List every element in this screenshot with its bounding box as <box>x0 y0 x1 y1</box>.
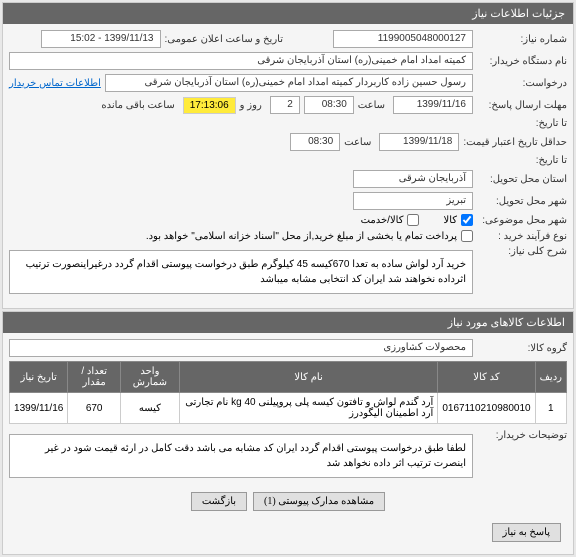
requester-label: درخواست: <box>477 78 567 89</box>
min-validity-time: 08:30 <box>290 133 340 151</box>
partial-payment-label: پرداخت تمام یا بخشی از مبلغ خرید,از محل … <box>146 231 457 242</box>
need-number-label: شماره نیاز: <box>477 34 567 45</box>
th-name: نام کالا <box>179 362 438 393</box>
remaining-time: 17:13:06 <box>183 97 236 114</box>
service-checkbox[interactable] <box>407 214 419 226</box>
cell-date: 1399/11/16 <box>10 393 68 424</box>
cell-idx: 1 <box>535 393 566 424</box>
min-validity-label: حداقل تاریخ اعتبار قیمت: <box>463 137 567 148</box>
time-label-2: ساعت <box>344 137 371 148</box>
main-panel-header: جزئیات اطلاعات نیاز <box>3 3 573 24</box>
delivery-province-value: آذربایجان شرقی <box>353 170 473 188</box>
th-date: تاریخ نیاز <box>10 362 68 393</box>
item-type-label: شهر محل موضوعی: <box>477 215 567 226</box>
public-datetime-label: تاریخ و ساعت اعلان عمومی: <box>165 34 284 45</box>
days-value: 2 <box>270 96 300 114</box>
buyer-name-label: نام دستگاه خریدار: <box>477 56 567 67</box>
contact-link[interactable]: اطلاعات تماس خریدار <box>9 78 101 89</box>
buyer-name-value: کمیته امداد امام خمینی(ره) استان آذربایج… <box>9 52 473 70</box>
process-type-label: نوع فرآیند خرید : <box>477 231 567 242</box>
back-button[interactable]: بازگشت <box>191 492 247 511</box>
time-label-1: ساعت <box>358 100 385 111</box>
cell-code: 0167110210980010 <box>438 393 535 424</box>
delivery-province-label: استان محل تحویل: <box>477 174 567 185</box>
cell-qty: 670 <box>68 393 121 424</box>
delivery-city-label: شهر محل تحویل: <box>477 196 567 207</box>
buyer-notes-label: توضیحات خریدار: <box>477 430 567 441</box>
group-label: گروه کالا: <box>477 343 567 354</box>
summary-label: شرح کلی نیاز: <box>477 246 567 257</box>
need-number-value: 1199005048000127 <box>333 30 473 48</box>
view-attachments-button[interactable]: مشاهده مدارک پیوستی (1) <box>253 492 385 511</box>
remaining-label: ساعت باقی مانده <box>101 100 174 111</box>
th-row: ردیف <box>535 362 566 393</box>
deadline-label: مهلت ارسال پاسخ: <box>477 100 567 111</box>
th-code: کد کالا <box>438 362 535 393</box>
requester-value: رسول حسین زاده کاربردار کمیته امداد امام… <box>105 74 473 92</box>
goods-table: ردیف کد کالا نام کالا واحد شمارش تعداد /… <box>9 361 567 424</box>
table-row: 1 0167110210980010 آرد گندم لواش و تافتو… <box>10 393 567 424</box>
public-datetime-value: 1399/11/13 - 15:02 <box>41 30 161 48</box>
service-label: کالا/خدمت <box>361 215 404 226</box>
min-validity-date: 1399/11/18 <box>379 133 459 151</box>
deadline-date: 1399/11/16 <box>393 96 473 114</box>
goods-checkbox[interactable] <box>461 214 473 226</box>
th-unit: واحد شمارش <box>120 362 179 393</box>
cell-unit: کیسه <box>120 393 179 424</box>
days-label: روز و <box>240 100 262 111</box>
buyer-notes-text: لطفا طبق درخواست پیوستی اقدام گردد ایران… <box>9 434 473 478</box>
th-qty: تعداد / مقدار <box>68 362 121 393</box>
deadline-time: 08:30 <box>304 96 354 114</box>
reply-button[interactable]: پاسخ به نیاز <box>492 523 562 542</box>
partial-payment-checkbox[interactable] <box>461 230 473 242</box>
goods-panel-header: اطلاعات کالاهای مورد نیاز <box>3 312 573 333</box>
validity-to-label: تا تاریخ: <box>477 155 567 166</box>
group-value: محصولات کشاورزی <box>9 339 473 357</box>
goods-label: کالا <box>443 215 457 226</box>
cell-name: آرد گندم لواش و تافتون کیسه پلی پروپیلنی… <box>179 393 438 424</box>
to-date-label: تا تاریخ: <box>477 118 567 129</box>
delivery-city-value: تبریز <box>353 192 473 210</box>
summary-text: خرید آرد لواش ساده به تعدا 670کیسه 45 کی… <box>9 250 473 294</box>
